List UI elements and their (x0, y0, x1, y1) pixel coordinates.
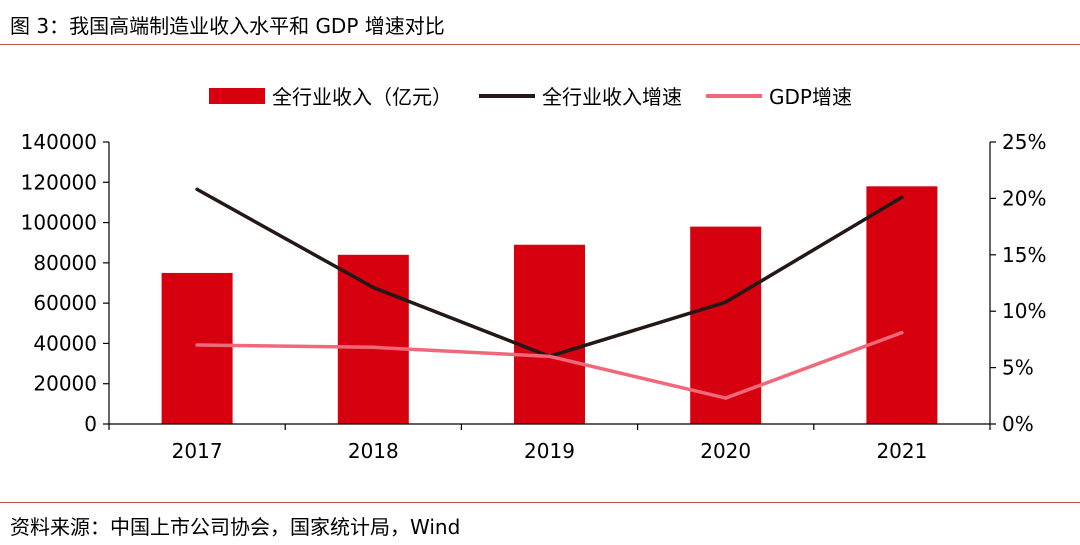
title-divider (0, 44, 1080, 45)
bar-series (161, 186, 938, 424)
bar-2018 (337, 254, 409, 424)
x-tick-label: 2019 (524, 439, 575, 463)
point-gdp-growth-2017 (195, 343, 199, 347)
x-tick-label: 2018 (348, 439, 399, 463)
y-right-tick-label: 0% (1002, 412, 1034, 436)
x-tick-label: 2017 (172, 439, 223, 463)
y-left-tick-label: 140000 (21, 130, 97, 154)
bar-2017 (161, 272, 233, 424)
y-right-tick-label: 5% (1002, 356, 1034, 380)
y-right-tick-label: 10% (1002, 299, 1046, 323)
y-left-tick-label: 100000 (21, 211, 97, 235)
point-revenue-growth-2020 (724, 300, 728, 304)
y-left-tick-label: 80000 (33, 251, 97, 275)
bar-2019 (514, 244, 585, 424)
line-series (195, 187, 904, 400)
point-revenue-growth-2021 (900, 195, 904, 199)
y-left-tick-label: 20000 (33, 372, 97, 396)
y-left-tick-label: 120000 (21, 170, 97, 194)
bar-2020 (690, 226, 762, 424)
legend-label: 全行业收入增速 (542, 85, 682, 109)
y-left-tick-label: 0 (84, 412, 97, 436)
point-gdp-growth-2018 (371, 345, 375, 349)
point-gdp-growth-2021 (900, 331, 904, 335)
point-gdp-growth-2019 (547, 354, 552, 358)
point-revenue-growth-2018 (371, 285, 375, 290)
y-right-tick-label: 15% (1002, 243, 1046, 267)
legend-label: 全行业收入（亿元） (272, 85, 452, 109)
y-left-tick-label: 40000 (33, 331, 97, 355)
y-left-tick-label: 60000 (33, 291, 97, 315)
figure-title: 图 3：我国高端制造业收入水平和 GDP 增速对比 (10, 14, 445, 38)
x-tick-label: 2021 (876, 439, 927, 463)
y-right-tick-label: 20% (1002, 186, 1046, 210)
point-gdp-growth-2020 (724, 396, 728, 400)
bar-2021 (866, 186, 938, 424)
x-tick-label: 2020 (700, 439, 751, 463)
chart-axes: 0 20000 40000 60000 80000 100000 120000 140000 0… (21, 130, 1047, 463)
legend-label: GDP增速 (769, 85, 852, 109)
source-divider (0, 502, 1080, 503)
y-right-tick-label: 25% (1002, 130, 1046, 154)
chart-legend: 全行业收入（亿元） 全行业收入增速 GDP增速 (209, 85, 852, 109)
source-note: 资料来源：中国上市公司协会，国家统计局，Wind (10, 515, 461, 539)
legend-swatch-bar (209, 88, 265, 104)
point-revenue-growth-2017 (195, 187, 199, 191)
